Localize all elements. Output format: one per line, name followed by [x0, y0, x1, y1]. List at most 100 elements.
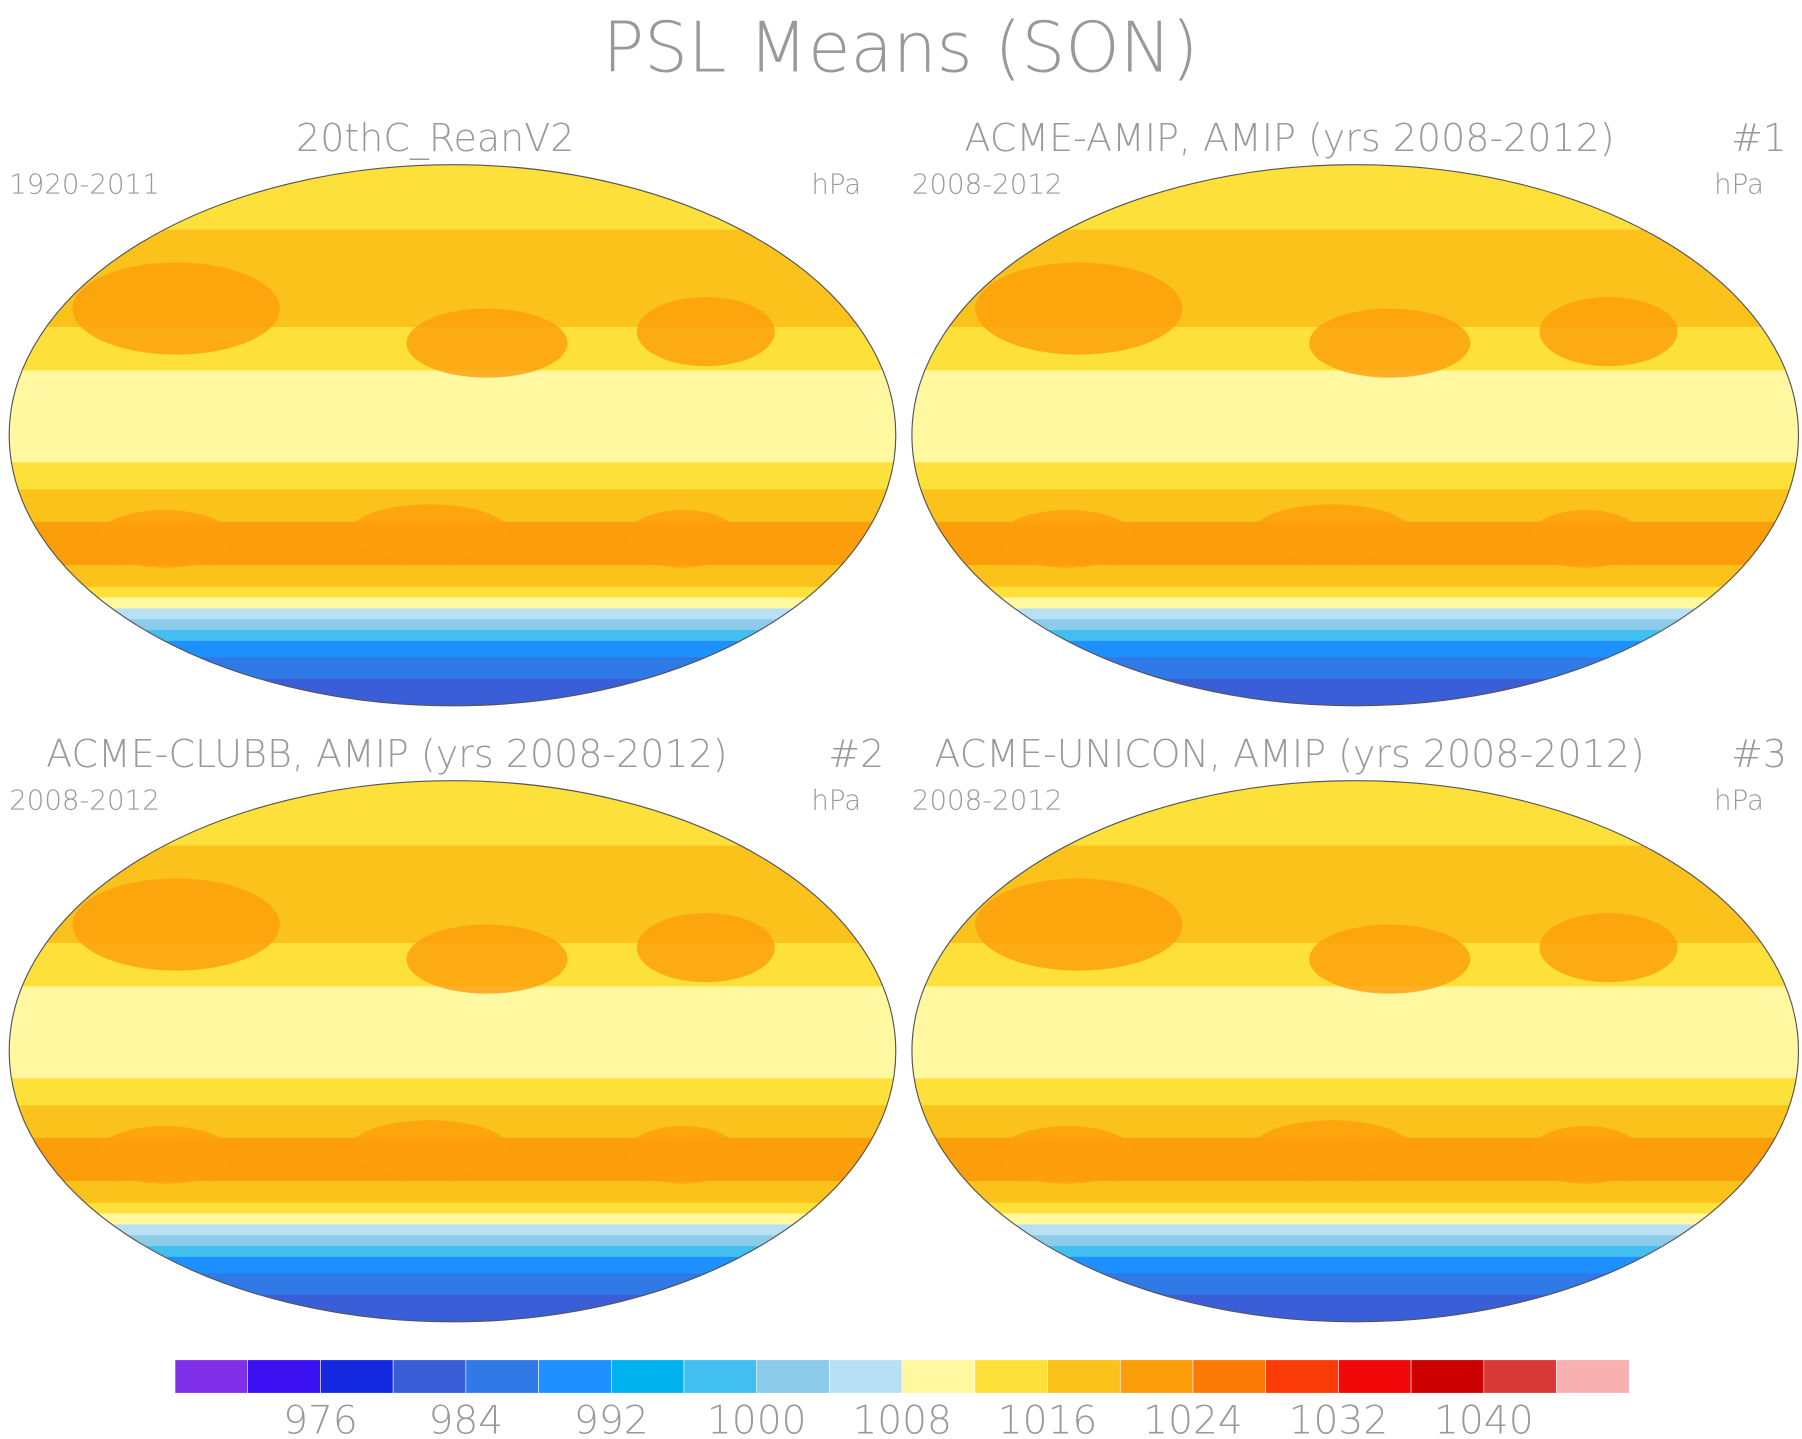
field-band: [911, 1294, 1799, 1322]
field-cell: [348, 504, 511, 562]
field-cell: [95, 1126, 234, 1184]
field-band: [9, 1224, 896, 1237]
colorbar-box: [1265, 1359, 1339, 1394]
panel-units: hPa: [1714, 783, 1764, 816]
colorbar-box: [320, 1359, 394, 1394]
panel-tag: #3: [1731, 732, 1787, 776]
field-band: [9, 657, 896, 680]
field-band: [9, 462, 896, 491]
map-outline: [911, 780, 1800, 1323]
colorbar-box: [1556, 1359, 1630, 1394]
colorbar-box: [1483, 1359, 1557, 1394]
colorbar-label: 992: [574, 1398, 649, 1439]
field-cell: [1251, 1120, 1413, 1178]
colorbar-box: [1338, 1359, 1412, 1394]
panel-units: hPa: [811, 783, 861, 816]
panel-tag: #2: [828, 732, 884, 776]
field-band: [911, 630, 1799, 643]
field-cell: [1309, 308, 1471, 378]
field-cell: [975, 262, 1183, 355]
colorbar-label: 976: [283, 1398, 358, 1439]
map: [9, 780, 896, 1322]
field-cell: [1527, 1126, 1644, 1184]
colorbar-box: [901, 1359, 976, 1394]
field-band: [9, 1202, 896, 1215]
field-band: [9, 1213, 896, 1226]
colorbar-box: [829, 1359, 903, 1394]
field-band: [911, 1246, 1799, 1259]
field-band: [911, 1224, 1799, 1237]
panel-units: hPa: [1714, 167, 1764, 200]
field-cell: [636, 913, 775, 983]
colorbar-label: 1008: [852, 1398, 952, 1439]
field-band: [911, 370, 1799, 464]
field-band: [9, 565, 896, 588]
field-band: [911, 565, 1799, 588]
field-cell: [1539, 913, 1678, 983]
field-cell: [95, 510, 234, 568]
colorbar-label: 1000: [707, 1398, 807, 1439]
field-band: [911, 586, 1799, 599]
field-cell: [998, 510, 1137, 568]
field-band: [911, 1202, 1799, 1215]
map: [911, 780, 1799, 1322]
figure-title: PSL Means (SON): [602, 8, 1198, 88]
panel-title: 20thC_ReanV2: [296, 116, 574, 161]
field-band: [9, 1256, 896, 1275]
field-band: [9, 1235, 896, 1248]
field-band: [9, 1294, 896, 1322]
colorbar-box: [756, 1359, 830, 1394]
colorbar-label: 1024: [1143, 1398, 1243, 1439]
colorbar-box: [974, 1359, 1048, 1394]
field-band: [911, 1273, 1799, 1296]
field-cell: [406, 924, 568, 994]
field-band: [911, 1181, 1799, 1204]
field-cell: [1527, 510, 1644, 568]
colorbar-box: [174, 1359, 249, 1394]
colorbar-box: [538, 1359, 612, 1394]
field-band: [9, 1078, 896, 1107]
map-outline: [911, 164, 1800, 707]
field-band: [911, 1078, 1799, 1107]
field-band: [911, 462, 1799, 491]
panel-units: hPa: [811, 167, 861, 200]
field-cell: [406, 308, 568, 378]
map: [911, 164, 1799, 706]
colorbar-label: 1040: [1434, 1398, 1534, 1439]
field-band: [9, 597, 896, 610]
map-outline: [8, 780, 897, 1323]
field-band: [911, 608, 1799, 621]
field-band: [9, 586, 896, 599]
field-band: [9, 678, 896, 706]
panel-title: ACME-AMIP, AMIP (yrs 2008-2012): [965, 116, 1615, 160]
field-band: [911, 1213, 1799, 1226]
field-cell: [636, 297, 775, 367]
colorbar-box: [392, 1359, 467, 1394]
colorbar-box: [247, 1359, 321, 1394]
field-cell: [998, 1126, 1137, 1184]
colorbar-box: [465, 1359, 539, 1394]
colorbar-box: [1119, 1359, 1194, 1394]
field-band: [9, 608, 896, 621]
field-band: [911, 986, 1799, 1080]
colorbar-box: [1047, 1359, 1121, 1394]
colorbar-label: 1032: [1289, 1398, 1389, 1439]
field-cell: [72, 262, 280, 355]
panel-title: ACME-UNICON, AMIP (yrs 2008-2012): [934, 732, 1644, 776]
colorbar-box: [1192, 1359, 1266, 1394]
map: [9, 164, 896, 706]
field-band: [9, 1181, 896, 1204]
field-cell: [348, 1120, 511, 1178]
colorbar-box: [610, 1359, 685, 1394]
panel-left-label: 2008-2012: [912, 783, 1063, 816]
field-band: [9, 1246, 896, 1259]
field-band: [9, 630, 896, 643]
canvas: PSL Means (SON) 20thC_ReanV2 1920-2011 hPa…: [8, 8, 1800, 1439]
colorbar-label: 1016: [998, 1398, 1098, 1439]
field-cell: [1309, 924, 1471, 994]
panel-left-label: 2008-2012: [9, 783, 160, 816]
field-band: [9, 370, 896, 464]
field-band: [911, 619, 1799, 632]
field-band: [9, 619, 896, 632]
